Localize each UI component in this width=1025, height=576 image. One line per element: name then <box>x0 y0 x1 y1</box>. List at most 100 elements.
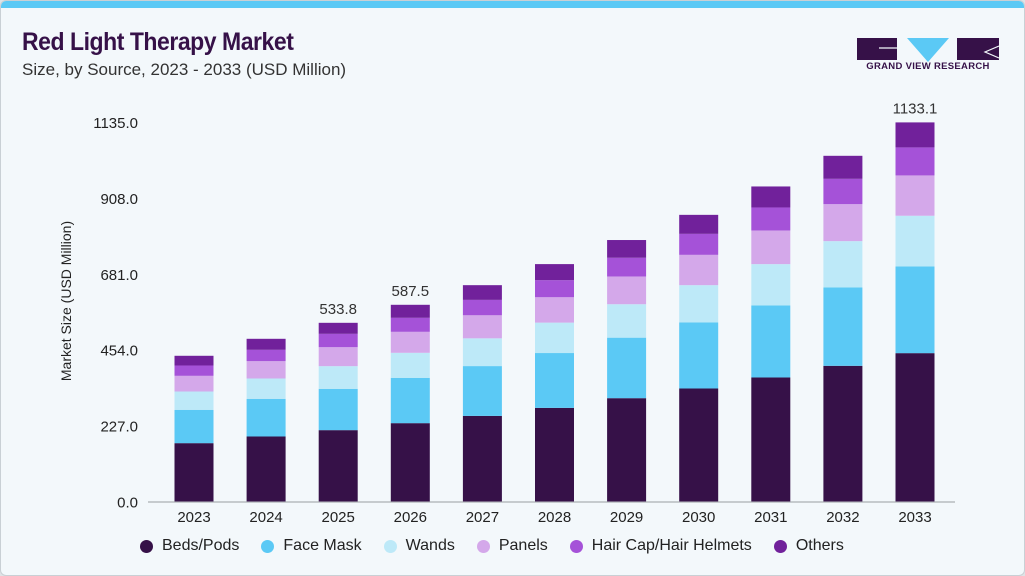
bar-segment-face-mask-2024 <box>246 398 286 437</box>
legend-swatch <box>569 539 583 553</box>
bar-segment-wands-2025 <box>318 366 358 389</box>
bar-segment-hair-cap-hair-helmets-2031 <box>751 207 791 231</box>
bar-segment-wands-2033 <box>895 215 935 267</box>
data-label-total: 1133.1 <box>893 100 938 117</box>
x-tick-label: 2026 <box>394 509 427 526</box>
bar-segment-hair-cap-hair-helmets-2023 <box>174 365 214 376</box>
bar-segment-others-2025 <box>318 322 358 334</box>
legend-item: Beds/Pods <box>140 537 239 555</box>
legend-label: Beds/Pods <box>162 537 240 554</box>
y-tick-label: 681.0 <box>100 267 138 284</box>
data-label-total: 587.5 <box>392 283 430 300</box>
bar-segment-hair-cap-hair-helmets-2024 <box>246 349 286 362</box>
x-tick-label: 2029 <box>610 509 643 526</box>
bar-segment-beds-pods-2023 <box>174 443 214 502</box>
bar-segment-face-mask-2027 <box>462 366 502 416</box>
bar-segment-panels-2026 <box>390 331 430 353</box>
logo-text: GRAND VIEW RESEARCH <box>866 61 990 72</box>
bar-segment-panels-2027 <box>462 315 502 339</box>
bar-segment-hair-cap-hair-helmets-2025 <box>318 333 358 348</box>
x-tick-label: 2032 <box>826 509 859 526</box>
x-tick-label: 2030 <box>682 509 715 526</box>
bar-segment-hair-cap-hair-helmets-2029 <box>607 257 647 277</box>
legend-item: Wands <box>383 537 455 555</box>
bar-segment-others-2033 <box>895 122 935 148</box>
bar-segment-wands-2030 <box>679 285 719 323</box>
bar-segment-wands-2031 <box>751 264 791 306</box>
bar-segment-others-2023 <box>174 355 214 366</box>
legend-swatch <box>773 539 787 553</box>
x-tick-label: 2028 <box>538 509 571 526</box>
bar-segment-hair-cap-hair-helmets-2030 <box>679 233 719 255</box>
bar-segment-beds-pods-2030 <box>679 388 719 502</box>
x-tick-label: 2031 <box>754 509 787 526</box>
bar-segment-wands-2028 <box>535 322 574 354</box>
bar-segment-panels-2025 <box>318 347 358 367</box>
bar-segment-panels-2033 <box>895 175 935 216</box>
y-tick-label: 454.0 <box>100 343 138 360</box>
legend-item: Hair Cap/Hair Helmets <box>569 537 752 555</box>
legend-item: Face Mask <box>261 537 362 555</box>
bar-segment-wands-2029 <box>607 304 647 338</box>
bar-segment-wands-2023 <box>174 391 214 410</box>
bar-segment-wands-2026 <box>390 352 430 378</box>
bar-segment-panels-2024 <box>246 361 286 379</box>
data-label-total: 533.8 <box>319 301 357 318</box>
bar-segment-beds-pods-2031 <box>751 377 791 502</box>
bar-segment-others-2027 <box>462 285 502 300</box>
bar-segment-beds-pods-2032 <box>823 365 863 502</box>
bar-segment-others-2032 <box>823 155 863 179</box>
bar-segment-panels-2029 <box>607 276 647 305</box>
bar-segment-face-mask-2026 <box>390 377 430 424</box>
bar-segment-panels-2023 <box>174 375 214 392</box>
bar-segment-face-mask-2029 <box>607 337 647 399</box>
bar-segment-face-mask-2028 <box>535 353 574 408</box>
bar-segment-face-mask-2033 <box>895 266 935 354</box>
bar-segment-others-2030 <box>679 214 719 234</box>
accent-bar <box>1 1 1024 8</box>
bar-segment-hair-cap-hair-helmets-2028 <box>535 280 574 298</box>
x-tick-label: 2023 <box>177 509 210 526</box>
bar-segment-others-2026 <box>390 304 430 318</box>
y-tick-label: 0.0 <box>117 495 138 512</box>
legend-swatch <box>476 539 490 553</box>
bar-segment-beds-pods-2027 <box>462 415 502 502</box>
bar-segment-others-2028 <box>535 264 574 281</box>
bar-segment-beds-pods-2029 <box>607 398 647 502</box>
legend-label: Hair Cap/Hair Helmets <box>591 537 752 554</box>
bar-segment-face-mask-2025 <box>318 388 358 431</box>
y-tick-label: 227.0 <box>100 419 138 436</box>
x-tick-label: 2025 <box>322 509 355 526</box>
chart-title: Red Light Therapy Market <box>22 28 294 56</box>
x-tick-label: 2027 <box>466 509 499 526</box>
legend-label: Panels <box>498 537 548 554</box>
bar-segment-wands-2032 <box>823 241 863 288</box>
bar-segment-panels-2031 <box>751 230 791 265</box>
bar-segment-others-2024 <box>246 338 286 350</box>
chart-subtitle: Size, by Source, 2023 - 2033 (USD Millio… <box>22 60 347 79</box>
bar-segment-beds-pods-2024 <box>246 436 286 502</box>
bar-segment-others-2031 <box>751 186 791 208</box>
bar-segment-beds-pods-2025 <box>318 430 358 502</box>
legend-item: Panels <box>476 537 548 555</box>
x-tick-label: 2024 <box>249 509 282 526</box>
bar-segment-wands-2024 <box>246 378 286 399</box>
bar-segment-others-2029 <box>607 240 647 258</box>
bar-segment-hair-cap-hair-helmets-2032 <box>823 178 863 205</box>
legend-label: Face Mask <box>283 537 362 554</box>
bar-segment-panels-2028 <box>535 297 574 323</box>
bar-segment-hair-cap-hair-helmets-2027 <box>462 299 502 316</box>
bar-segment-face-mask-2031 <box>751 305 791 378</box>
y-axis-label: Market Size (USD Million) <box>58 221 74 381</box>
legend-swatch <box>383 539 397 553</box>
x-tick-label: 2033 <box>898 509 931 526</box>
legend-label: Others <box>795 537 844 554</box>
bar-segment-panels-2030 <box>679 254 719 286</box>
legend-item: Others <box>773 537 844 555</box>
bar-segment-beds-pods-2026 <box>390 423 430 502</box>
bar-segment-beds-pods-2028 <box>535 407 574 502</box>
legend-label: Wands <box>405 537 455 554</box>
y-tick-label: 1135.0 <box>93 115 138 132</box>
bar-segment-panels-2032 <box>823 204 863 242</box>
bar-segment-face-mask-2030 <box>679 322 719 389</box>
